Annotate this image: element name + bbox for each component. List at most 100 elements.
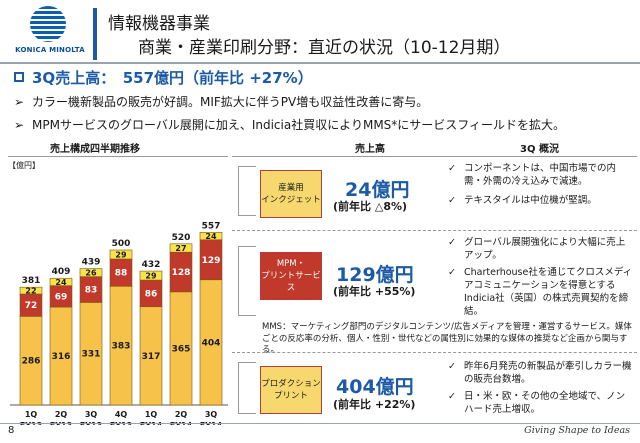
segment-yoy: (前年比 +55%): [333, 285, 416, 298]
check-icon: ✓: [448, 391, 456, 402]
bar-segment: [79, 268, 103, 277]
segment-overview: ✓ グローバル展開強化により大幅に売上アップ。 ✓ Charterhouse社を通じ…: [448, 236, 633, 318]
bullet-item: ➢ MPMサービスのグローバル展開に加え、Indicia社買収によりMMS*にサー…: [14, 116, 565, 133]
bar-total-label: 381: [22, 276, 41, 286]
segment-name: プロダクション プリント: [261, 379, 321, 401]
bar-value-label: 383: [112, 342, 131, 352]
bar-value-label: 27: [175, 244, 186, 253]
check-icon: ✓: [448, 163, 456, 174]
stacked-bar-chart: 28672223811QFY1331669244092QFY1333183264…: [10, 221, 228, 425]
bar-value-label: 26: [85, 269, 97, 278]
bar-value-label: 128: [172, 268, 191, 278]
bar-segment: [49, 277, 73, 286]
bar-total-label: 557: [202, 221, 221, 231]
page-number: 8: [8, 425, 15, 436]
bar-segment: [19, 286, 43, 295]
konica-minolta-logo: KONICA MINOLTA: [8, 4, 92, 62]
segment-yoy: (前年比 +22%): [333, 398, 416, 411]
header-divider: [0, 62, 640, 64]
x-tick-quarter: 2Q: [175, 410, 188, 419]
panel-header-divider: [232, 156, 637, 157]
x-tick-quarter: 1Q: [145, 410, 158, 419]
arrow-bullet-icon: ➢: [14, 95, 25, 109]
bar-value-label: 331: [82, 350, 101, 360]
bullet-text: カラー機新製品の販売が好調。MIF拡大に伴うPV増も収益性改善に寄与。: [32, 95, 429, 109]
overview-point: ✓ 日・米・欧・その他の全地域で、ノンハード売上増収。: [448, 391, 626, 415]
x-tick-quarter: 2Q: [55, 410, 68, 419]
overview-point: ✓ 昨年6月発売の新製品が牽引しカラー機の販売台数増。: [448, 361, 632, 385]
bar-segment: [199, 232, 223, 241]
bar-value-label: 129: [202, 256, 221, 266]
segment-label-mpm-print-service: MPM・ プリントサービス: [260, 252, 322, 300]
segment-bracket: [238, 166, 256, 216]
segment-sales-value: 24億円: [345, 179, 410, 201]
x-tick-quarter: 3Q: [85, 410, 98, 419]
segment-name: MPM・ プリントサービス: [261, 259, 321, 293]
segment-divider: [232, 352, 637, 353]
segment-bracket: [238, 246, 256, 316]
x-tick-quarter: 4Q: [115, 410, 128, 419]
bar-value-label: 22: [25, 287, 36, 296]
headline: 3Q売上高： 557億円（前年比 +27%）: [32, 69, 313, 87]
check-icon: ✓: [448, 267, 456, 278]
bar-total-label: 409: [52, 267, 71, 277]
bar-value-label: 83: [85, 286, 98, 296]
check-icon: ✓: [448, 237, 456, 248]
bar-value-label: 404: [202, 338, 221, 348]
title-accent-bar: [93, 8, 97, 60]
chart-unit-label: 【億円】: [8, 161, 40, 170]
logo-text: KONICA MINOLTA: [15, 46, 85, 54]
segment-overview: ✓ 昨年6月発売の新製品が牽引しカラー機の販売台数増。 ✓ 日・米・欧・その他の全地…: [448, 360, 633, 416]
bar-value-label: 86: [145, 289, 158, 299]
bar-segment: [169, 243, 193, 253]
bar-segment: [109, 249, 133, 260]
bar-value-label: 88: [115, 269, 128, 279]
bullet-item: ➢ カラー機新製品の販売が好調。MIF拡大に伴うPV増も収益性改善に寄与。: [14, 93, 428, 110]
x-tick-quarter: 3Q: [205, 410, 218, 419]
bar-value-label: 29: [115, 250, 127, 259]
segment-overview: ✓ コンポーネントは、中国市場での内需・外需の冷え込みで減速。 ✓ テキスタイルは中…: [448, 162, 633, 207]
bar-value-label: 286: [22, 357, 41, 367]
check-icon: ✓: [448, 195, 456, 206]
footer-divider: [0, 423, 640, 424]
segment-sales-value: 404億円: [336, 376, 414, 398]
bar-value-label: 24: [205, 232, 217, 241]
segment-yoy: (前年比 △8%): [333, 200, 408, 213]
segment-name: 産業用 インクジェット: [261, 183, 321, 205]
mms-footnote: MMS：マーケティング部門のデジタルコンテンツ/広告メディアを管理・運営するサー…: [262, 322, 632, 355]
overview-point: ✓ コンポーネントは、中国市場での内需・外需の冷え込みで減速。: [448, 163, 617, 187]
bar-value-label: 365: [172, 344, 191, 354]
bar-value-label: 317: [142, 352, 161, 362]
segment-divider: [232, 230, 637, 231]
segment-label-production-print: プロダクション プリント: [260, 366, 322, 414]
segment-bracket: [238, 362, 256, 414]
bar-value-label: 24: [55, 278, 67, 287]
overview-point: ✓ グローバル展開強化により大幅に売上アップ。: [448, 237, 626, 261]
segment-label-industrial-inkjet: 産業用 インクジェット: [260, 170, 322, 218]
bullet-text: MPMサービスのグローバル展開に加え、Indicia社買収によりMMS*にサービ…: [32, 118, 566, 132]
overview-point: ✓ テキスタイルは中位機が堅調。: [448, 195, 597, 206]
overview-column-header: 3Q 概況: [520, 144, 559, 155]
footer-tagline: Giving Shape to Ideas: [524, 425, 630, 436]
check-icon: ✓: [448, 361, 456, 372]
overview-point: ✓ Charterhouse社を通じてクロスメディアコミュニケーションを得意とする…: [448, 267, 633, 317]
bar-value-label: 316: [52, 352, 71, 362]
bar-value-label: 29: [145, 272, 157, 281]
bar-total-label: 439: [82, 258, 101, 268]
chart-title: 売上構成四半期推移: [50, 144, 140, 155]
square-bullet-icon: [14, 72, 24, 82]
bar-value-label: 72: [25, 301, 38, 311]
bar-total-label: 520: [172, 233, 191, 243]
bar-value-label: 69: [55, 292, 68, 302]
segment-sales-value: 129億円: [336, 264, 414, 286]
bar-total-label: 432: [142, 260, 161, 270]
page-subtitle: 商業・産業印刷分野：直近の状況（10-12月期）: [138, 38, 511, 58]
sales-column-header: 売上高: [355, 144, 385, 155]
globe-logo-icon: [30, 6, 66, 42]
chart-title-divider: [8, 156, 228, 157]
x-tick-quarter: 1Q: [25, 410, 38, 419]
arrow-bullet-icon: ➢: [14, 118, 25, 132]
bar-segment: [139, 270, 163, 281]
page-title: 情報機器事業: [108, 14, 210, 34]
